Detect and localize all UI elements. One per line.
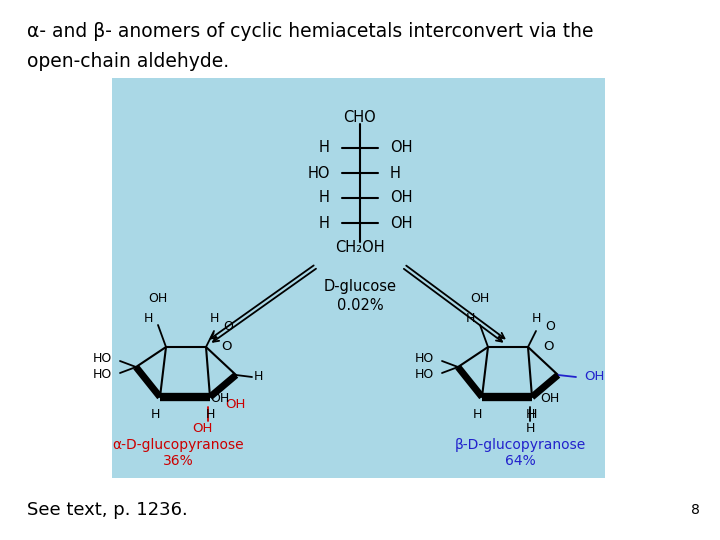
- Text: OH: OH: [192, 422, 212, 435]
- Text: H: H: [150, 408, 160, 422]
- Text: H: H: [210, 313, 219, 326]
- Text: H: H: [319, 191, 330, 206]
- Text: H: H: [390, 165, 401, 180]
- Text: OH: OH: [470, 293, 490, 306]
- Text: H: H: [143, 313, 153, 326]
- Text: H: H: [526, 422, 535, 435]
- Text: α- and β- anomers of cyclic hemiacetals interconvert via the: α- and β- anomers of cyclic hemiacetals …: [27, 22, 593, 41]
- Text: OH: OH: [148, 293, 168, 306]
- Text: H: H: [531, 313, 541, 326]
- Text: OH: OH: [390, 140, 413, 156]
- Text: H: H: [205, 408, 215, 422]
- Text: open-chain aldehyde.: open-chain aldehyde.: [27, 52, 229, 71]
- Text: HO: HO: [93, 353, 112, 366]
- Text: H: H: [465, 313, 474, 326]
- Text: O: O: [221, 341, 231, 354]
- Text: H: H: [253, 370, 263, 383]
- Text: O: O: [223, 321, 233, 334]
- Text: HO: HO: [93, 368, 112, 381]
- Text: β-D-glucopyranose: β-D-glucopyranose: [454, 438, 585, 452]
- Text: H: H: [526, 408, 535, 422]
- Text: α-D-glucopyranose: α-D-glucopyranose: [112, 438, 244, 452]
- Text: 8: 8: [691, 503, 700, 517]
- Text: CHO: CHO: [343, 111, 377, 125]
- Text: OH: OH: [390, 215, 413, 231]
- Text: HO: HO: [415, 368, 434, 381]
- Text: H: H: [472, 408, 482, 422]
- Text: OH: OH: [210, 393, 229, 406]
- Text: O: O: [543, 341, 553, 354]
- Text: OH: OH: [225, 399, 246, 411]
- Text: OH: OH: [390, 191, 413, 206]
- Text: H: H: [319, 140, 330, 156]
- Text: HO: HO: [415, 353, 434, 366]
- Text: H: H: [527, 408, 536, 422]
- Text: See text, p. 1236.: See text, p. 1236.: [27, 501, 188, 519]
- Text: O: O: [545, 321, 555, 334]
- Text: OH: OH: [540, 393, 559, 406]
- Text: 36%: 36%: [163, 454, 194, 468]
- Text: HO: HO: [307, 165, 330, 180]
- Bar: [112, 78, 605, 478]
- Text: D-glucose: D-glucose: [323, 280, 397, 294]
- Text: 0.02%: 0.02%: [337, 298, 383, 313]
- Text: H: H: [319, 215, 330, 231]
- Text: 64%: 64%: [505, 454, 536, 468]
- Text: OH: OH: [584, 370, 604, 383]
- Text: CH₂OH: CH₂OH: [336, 240, 384, 255]
